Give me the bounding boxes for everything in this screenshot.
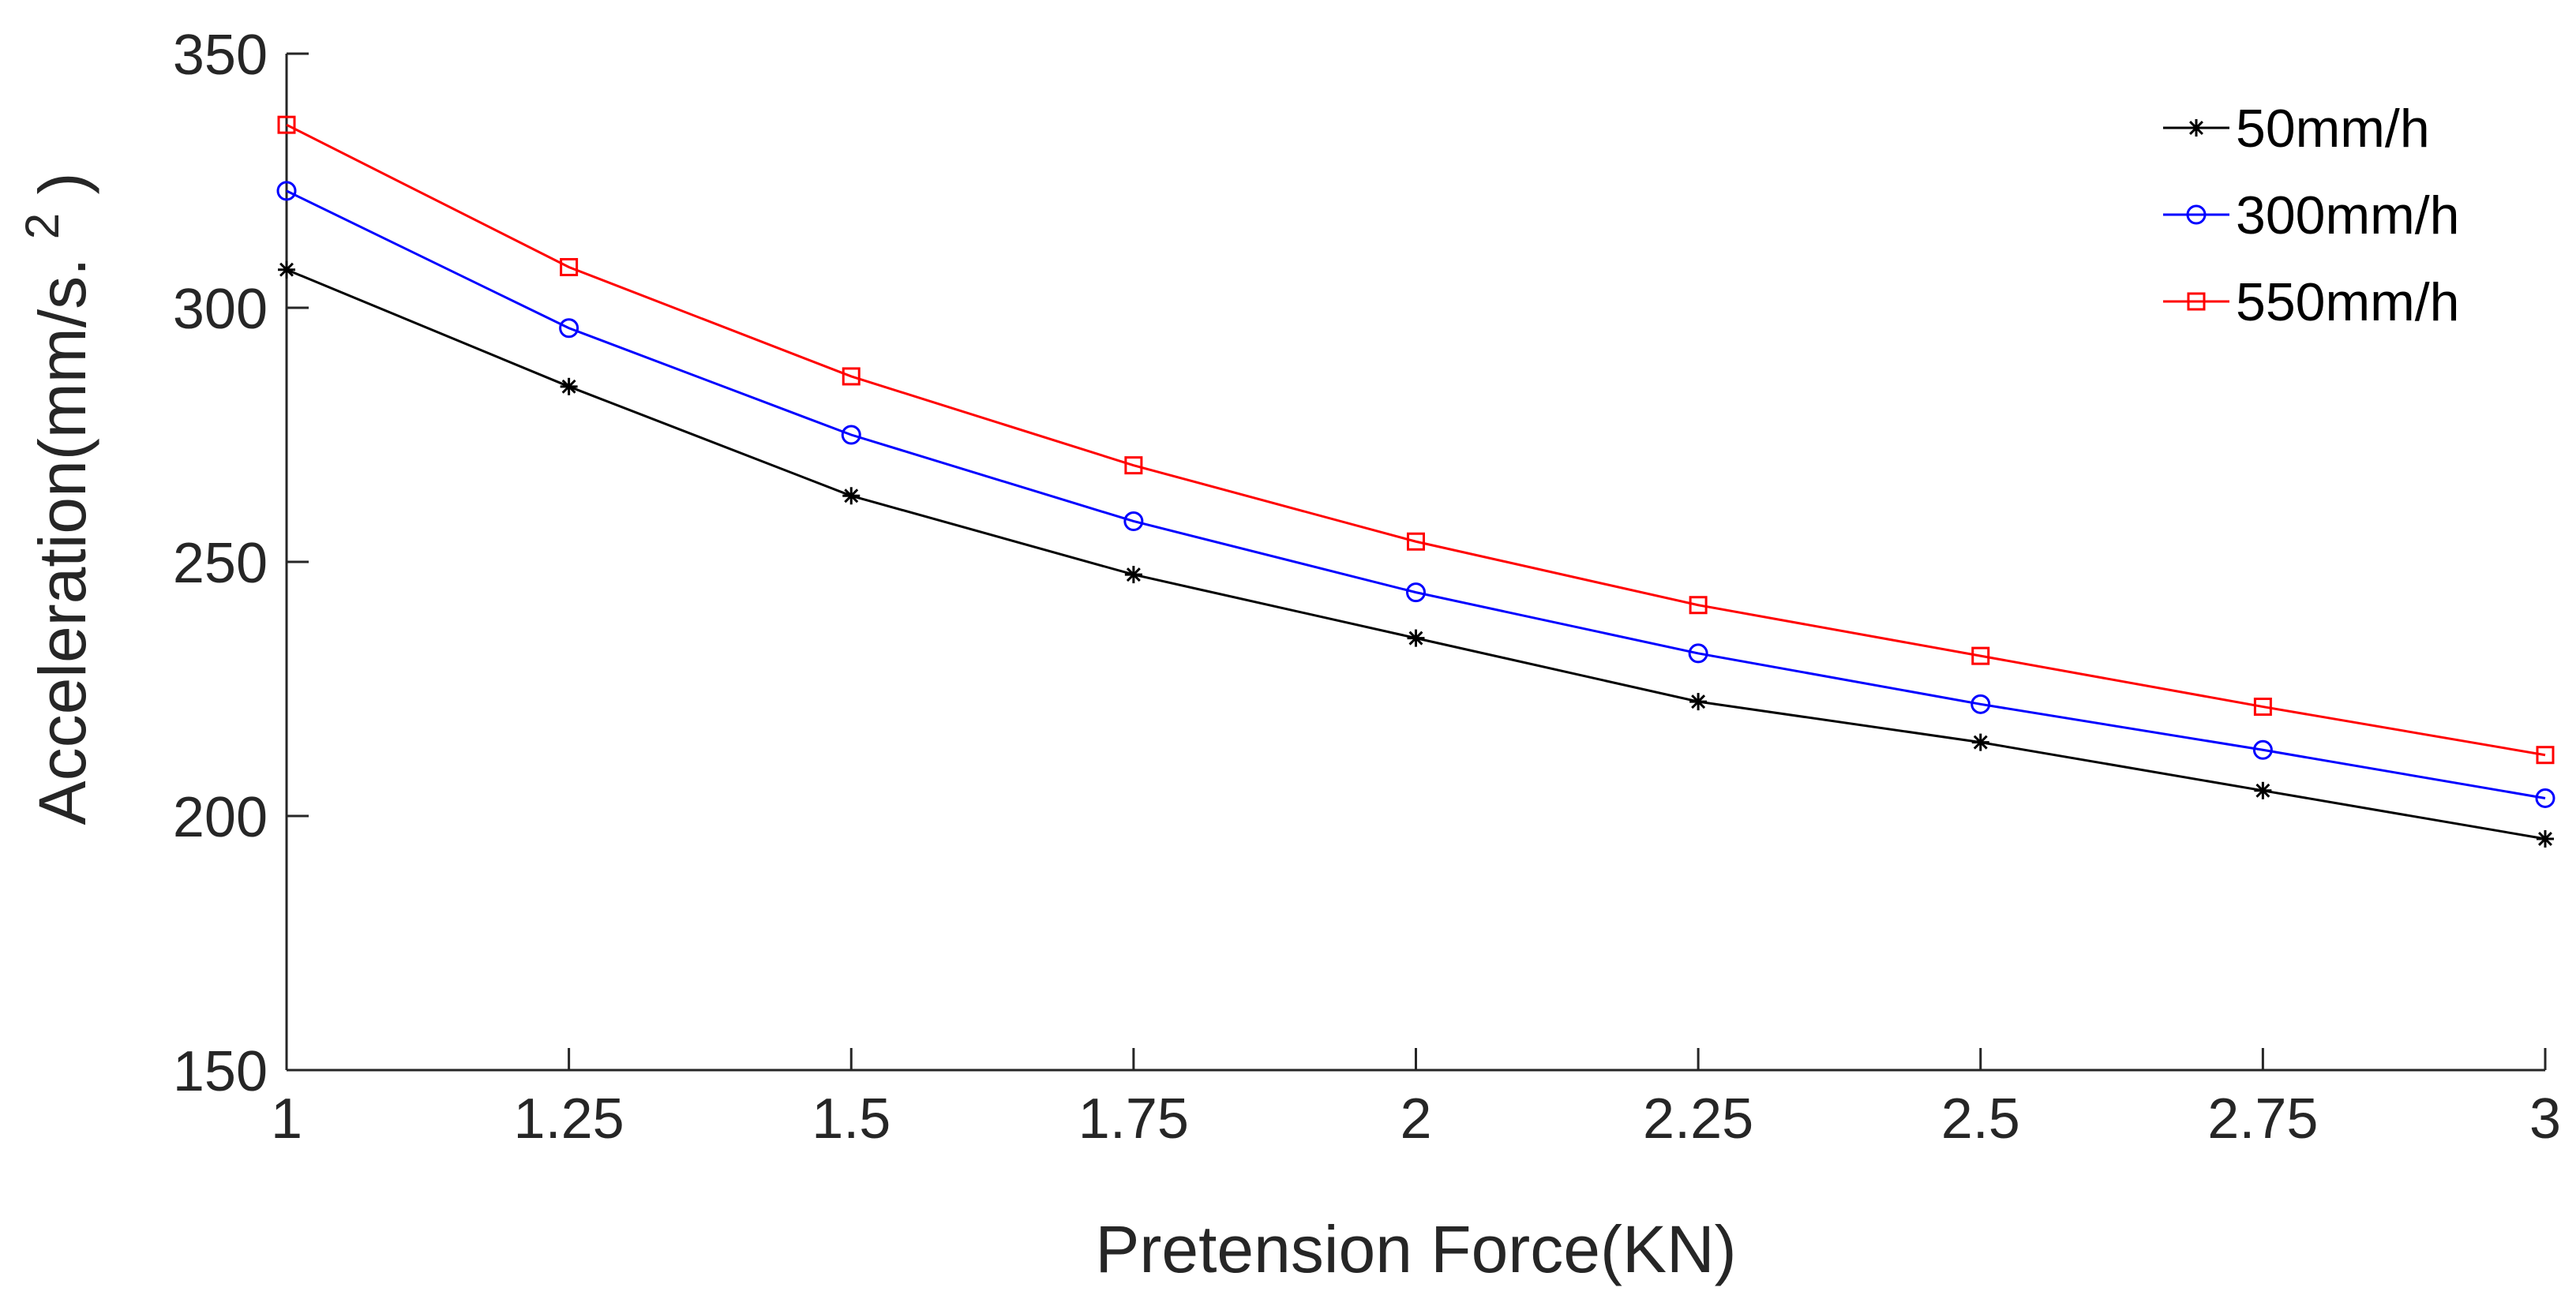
series-line xyxy=(286,189,2546,799)
legend-marker xyxy=(2186,204,2207,225)
data-point xyxy=(1124,566,1142,584)
data-point xyxy=(1971,733,1989,751)
y-tick-label: 200 xyxy=(173,786,268,849)
x-tick-label: 1.5 xyxy=(812,1087,891,1151)
series-50mm/h xyxy=(278,260,2554,848)
legend-marker xyxy=(2188,119,2205,137)
x-tick-label: 2.75 xyxy=(2207,1087,2318,1151)
legend-marker xyxy=(2187,292,2206,311)
x-tick-label: 1.75 xyxy=(1078,1087,1189,1151)
x-axis-label: Pretension Force(KN) xyxy=(1095,1212,1736,1286)
legend-label: 550mm/h xyxy=(2236,272,2459,332)
x-tick-label: 2.5 xyxy=(1941,1087,2020,1151)
y-axis-label-superscript: 2 xyxy=(16,213,69,239)
data-point xyxy=(2253,698,2272,717)
data-point xyxy=(276,181,297,201)
data-point xyxy=(1689,693,1708,711)
axes: 1 1.25 1.5 1.75 2 2.25 2.5 2.75 3 150 200 250 300 350 xyxy=(173,24,2561,1151)
legend-item: 550mm/h xyxy=(2163,272,2459,332)
data-point xyxy=(278,260,295,279)
x-tick-label: 1 xyxy=(271,1087,302,1151)
data-point xyxy=(842,487,861,505)
legend-item: 300mm/h xyxy=(2163,185,2459,245)
data-point xyxy=(1124,456,1143,475)
x-tick-label: 3 xyxy=(2529,1087,2561,1151)
y-axis-label-main: Acceleration(mm/s. xyxy=(25,258,99,825)
data-point xyxy=(1123,511,1144,531)
data-point xyxy=(841,425,861,445)
series-300mm/h xyxy=(276,181,2555,808)
y-tick-label: 150 xyxy=(173,1040,268,1103)
x-tick-label: 1.25 xyxy=(514,1087,624,1151)
series-550mm/h xyxy=(277,115,2555,765)
data-point xyxy=(560,377,578,395)
data-point xyxy=(560,257,579,276)
x-tick-label: 2 xyxy=(1400,1087,1431,1151)
data-point xyxy=(2252,739,2273,760)
data-point xyxy=(559,318,579,339)
y-tick-label: 250 xyxy=(173,532,268,595)
data-point xyxy=(2537,829,2554,848)
data-point xyxy=(1970,694,1991,714)
legend-label: 300mm/h xyxy=(2236,185,2459,245)
data-point xyxy=(1689,596,1708,615)
data-point xyxy=(1971,646,1990,665)
axis-labels: Pretension Force(KN) Acceleration(mm/s. … xyxy=(0,173,1737,1286)
series-layer xyxy=(276,115,2555,848)
x-tick-label: 2.25 xyxy=(1643,1087,1753,1151)
data-point xyxy=(2535,788,2555,808)
data-point xyxy=(842,367,861,386)
data-point xyxy=(1688,643,1708,664)
legend-label: 50mm/h xyxy=(2236,99,2430,159)
data-point xyxy=(2254,781,2272,799)
data-point xyxy=(2536,746,2555,765)
y-tick-label: 350 xyxy=(173,24,268,87)
data-point xyxy=(1407,532,1425,551)
y-tick-label: 300 xyxy=(173,278,268,341)
y-axis-label-close: ) xyxy=(25,173,99,195)
legend-item: 50mm/h xyxy=(2163,99,2430,159)
series-line xyxy=(286,123,2546,757)
data-point xyxy=(277,115,296,134)
data-point xyxy=(1407,629,1425,647)
data-point xyxy=(1406,582,1426,603)
legend: 50mm/h 300mm/h 550mm/h xyxy=(2163,99,2459,332)
y-axis-label: Acceleration(mm/s. 2 ) xyxy=(0,173,99,825)
